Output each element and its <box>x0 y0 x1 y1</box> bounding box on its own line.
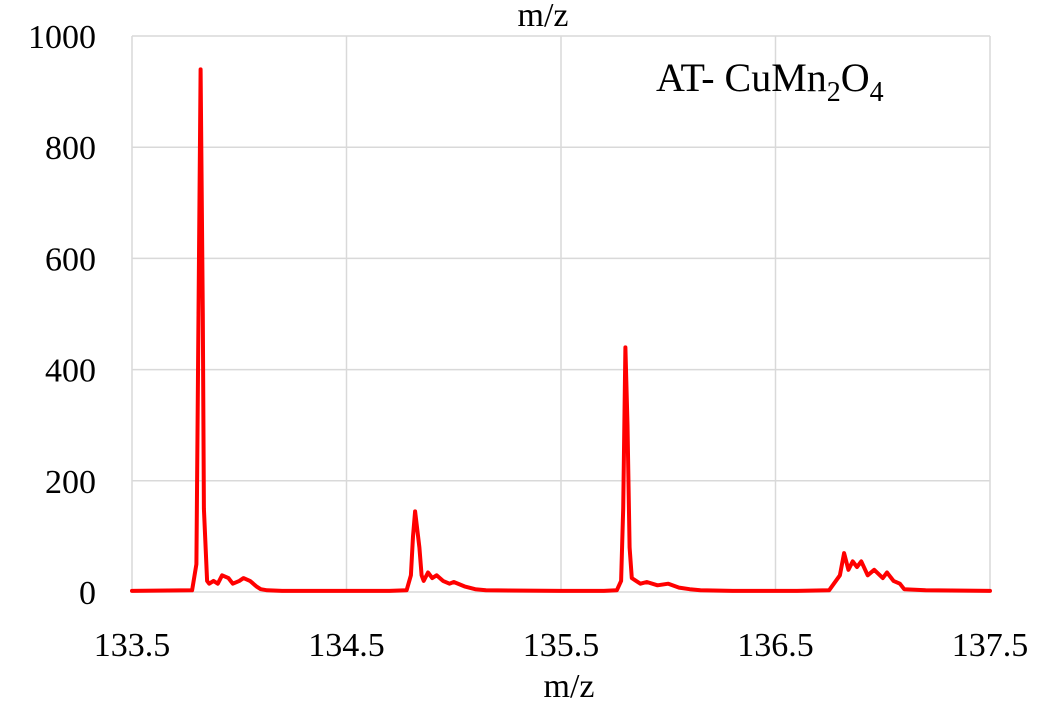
y-tick-label: 600 <box>45 241 96 278</box>
y-tick-label: 0 <box>79 575 96 612</box>
x-tick-label: 136.5 <box>737 627 814 664</box>
gridlines <box>131 35 991 593</box>
plot-area <box>130 67 992 593</box>
x-tick-label: 135.5 <box>523 627 600 664</box>
annotation-sub-2: 4 <box>870 77 884 108</box>
y-tick-label: 1000 <box>28 19 96 56</box>
y-tick-label: 400 <box>45 353 96 390</box>
annotation-sub-1: 2 <box>827 77 841 108</box>
annotation-prefix: AT- CuMn <box>656 55 827 100</box>
x-axis-ticks: 133.5 134.5 135.5 136.5 137.5 <box>94 627 1029 664</box>
sample-annotation: AT- CuMn2O4 <box>656 55 884 108</box>
x-tick-label: 134.5 <box>308 627 385 664</box>
y-axis-ticks: 0 200 400 600 800 1000 <box>28 19 96 612</box>
x-tick-label: 137.5 <box>952 627 1029 664</box>
y-tick-label: 800 <box>45 130 96 167</box>
spectrum-line <box>130 67 992 593</box>
x-axis-title: m/z <box>544 668 595 705</box>
x-tick-label: 133.5 <box>94 627 171 664</box>
annotation-mid: O <box>841 55 870 100</box>
top-axis-title: m/z <box>518 0 569 34</box>
y-tick-label: 200 <box>45 464 96 501</box>
